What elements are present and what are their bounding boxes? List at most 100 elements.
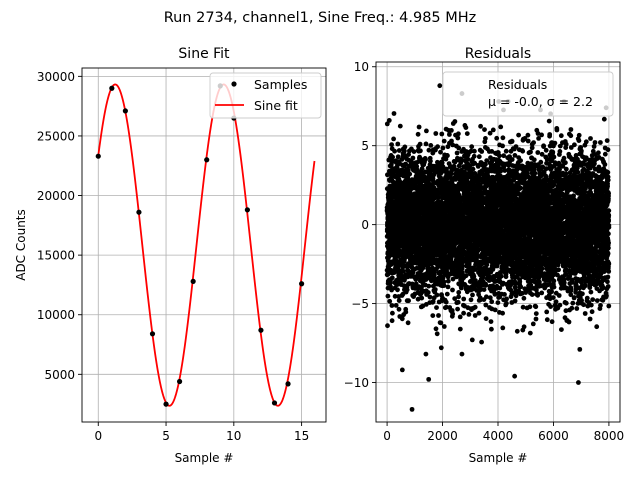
residual-point [402, 148, 407, 154]
sine-fit-frame [81, 67, 327, 423]
residual-point [444, 291, 450, 297]
residual-point [399, 316, 405, 322]
residual-point [456, 290, 462, 295]
residual-point [498, 168, 503, 174]
residual-point [520, 148, 526, 154]
residual-point [517, 279, 523, 285]
residual-point [456, 131, 461, 137]
residual-point [463, 125, 469, 130]
residual-point [418, 148, 423, 154]
sine-fit-legend-box [209, 72, 322, 119]
residual-point [426, 283, 432, 289]
residual-point [425, 290, 431, 295]
residual-point [476, 310, 482, 316]
legend-samples-marker [231, 81, 237, 87]
residual-point [415, 296, 421, 302]
residual-point [445, 153, 450, 159]
residual-point [389, 275, 395, 281]
residual-point [466, 312, 472, 317]
residual-point [423, 157, 428, 163]
residual-point [455, 306, 460, 312]
sample-point [109, 85, 115, 91]
sine-fit-xlabel: Sample # [175, 451, 234, 465]
residual-point [433, 326, 439, 332]
residual-point [520, 304, 526, 310]
residual-point [503, 271, 509, 277]
residual-point [392, 148, 397, 154]
residual-point [483, 316, 489, 321]
residual-point [472, 148, 477, 154]
sample-point [190, 278, 196, 284]
residual-point [411, 149, 417, 155]
figure-title: Run 2734, channel1, Sine Freq.: 4.985 MH… [164, 10, 477, 26]
residual-point [464, 131, 470, 137]
residual-point [385, 293, 391, 299]
residuals-plot-area [384, 83, 612, 412]
residual-point [489, 326, 494, 332]
residual-point [518, 158, 523, 164]
sample-point [149, 331, 156, 337]
residual-point [468, 297, 474, 303]
residual-point [518, 284, 524, 290]
residual-point [461, 310, 466, 316]
residual-point [509, 157, 515, 162]
residual-point [516, 132, 521, 138]
residual-point [396, 298, 402, 303]
residual-point [456, 294, 461, 300]
residual-point [389, 303, 395, 308]
residual-point [502, 292, 507, 297]
residual-point [489, 299, 495, 305]
residual-point [476, 154, 482, 160]
sample-point [204, 157, 210, 163]
residual-point [435, 144, 440, 150]
sample-point [285, 381, 291, 387]
residual-point [427, 294, 433, 300]
residual-point [443, 299, 449, 305]
sample-point [95, 153, 101, 159]
residual-point [470, 166, 476, 172]
sine-fit-line [97, 83, 316, 407]
sine-fit-ytick-label: 15000 [37, 249, 75, 263]
residual-point [457, 314, 463, 320]
residual-point [391, 136, 396, 142]
sine-fit-plot-area [95, 83, 316, 407]
residual-point [384, 121, 390, 127]
residual-point [454, 150, 460, 156]
residual-point [428, 158, 433, 164]
residual-point [434, 292, 440, 298]
residual-point [512, 298, 518, 304]
residual-point [500, 325, 506, 331]
residual-point [500, 143, 505, 149]
residual-point [430, 299, 436, 304]
sample-point [136, 209, 142, 215]
legend-sine-fit-label: Sine fit [254, 98, 298, 113]
sine-fit-ytick-label: 10000 [37, 308, 75, 322]
residual-point [402, 144, 408, 150]
residual-point [385, 323, 390, 329]
residual-point [441, 324, 447, 329]
residual-point [488, 319, 494, 324]
residual-point [432, 287, 438, 292]
residual-point [419, 166, 425, 172]
residual-point [458, 285, 464, 291]
sine-fit-ytick-label: 5000 [44, 368, 75, 382]
residual-point [414, 167, 420, 173]
residual-point [518, 185, 523, 191]
residual-point [450, 311, 456, 317]
residual-point [450, 287, 455, 293]
residual-point [445, 284, 451, 290]
residual-point [483, 136, 488, 141]
residual-point [440, 145, 446, 151]
residual-point [403, 309, 409, 315]
residual-point [396, 148, 402, 153]
residual-point [404, 287, 410, 293]
residual-point [397, 123, 403, 129]
residual-point [434, 305, 439, 310]
residual-point [498, 273, 504, 279]
sample-point [271, 400, 278, 406]
residual-point [441, 138, 447, 144]
sine-fit-ytick-label: 30000 [37, 70, 75, 84]
residual-point [461, 296, 467, 302]
residual-point [419, 295, 425, 301]
